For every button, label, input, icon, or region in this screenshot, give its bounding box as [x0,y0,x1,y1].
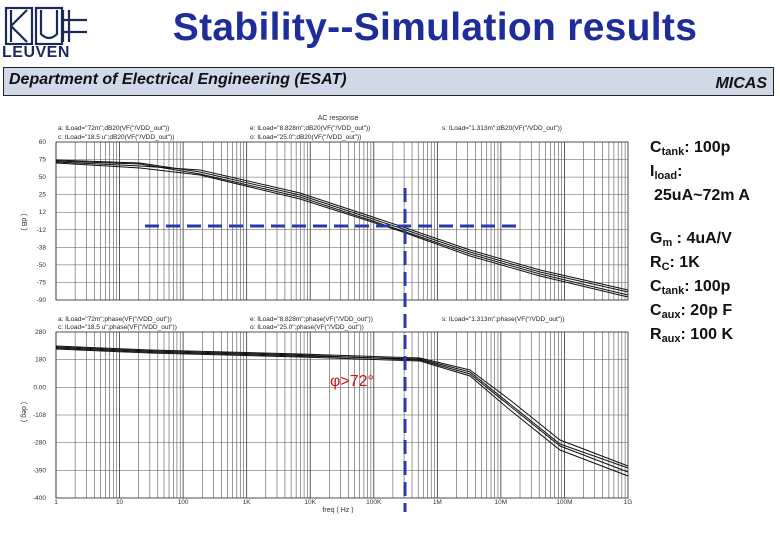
plot-curves [55,159,629,477]
ku-leuven-logo [4,6,87,46]
gm-line: Gm : 4uA/V [650,230,732,249]
bottom-y-axis-label: ( deg ) [20,402,27,422]
rc-line: RC: 1K [650,254,700,273]
top-y-tick-label: 75 [39,157,47,164]
c-tank-line: Ctank: 100p [650,139,731,158]
top-y-tick-label: -75 [37,279,47,286]
c-tank-2-line: Ctank: 100p [650,278,731,297]
parameter-panel: Ctank: 100p Iload: 25uA~72m A Gm : 4uA/V… [650,138,780,373]
x-tick-label: 10 [116,499,124,506]
bottom-y-tick-label: -108 [33,412,46,419]
component-params: Gm : 4uA/V RC: 1K Ctank: 100p Caux: 20p … [650,229,780,349]
x-tick-label: 1K [243,499,252,506]
top-y-tick-label: 12 [39,209,47,216]
bottom-legend-s: s: ILoad="1.313m";phase(VF("/VDD_out")) [442,316,565,323]
bottom-legend-c: c: ILoad="18.5 u";phase(VF("/VDD_out")) [58,324,177,331]
top-y-tick-label: 50 [39,174,47,181]
department-label: Department of Electrical Engineering (ES… [9,71,347,88]
bottom-y-ticks: 280 180 0.00 -108 -280 -390 -400 [33,329,46,502]
r-aux-line: Raux: 100 K [650,326,733,345]
bottom-y-tick-label: -390 [33,467,46,474]
x-ticks: 1 10 100 1K 10K 100K 1M 10M 100M 1G [54,499,632,506]
plot-grids [55,141,629,499]
slide-title: Stability--Simulation results [172,6,698,49]
x-tick-label: 1 [54,499,58,506]
group-label: MICAS [715,75,767,92]
bottom-y-tick-label: 280 [35,329,46,336]
phase-curve [55,346,629,473]
magnitude-curve [55,161,629,291]
phase-margin-annotation: φ>72° [330,373,374,390]
x-tick-label: 10M [495,499,508,506]
logo-text: LEUVEN [2,44,70,61]
top-legend-a: a: ILoad="72m";dB20(VF("/VDD_out")) [58,125,169,132]
bottom-y-tick-label: 180 [35,357,46,364]
bottom-legend-e: e: ILoad="8.828m";phase(VF("/VDD_out")) [250,316,373,323]
top-legend-c: c: ILoad="18.5 u";dB20(VF("/VDD_out")) [58,134,174,141]
top-y-tick-label: 25 [39,192,47,199]
top-legend: a: ILoad="72m";dB20(VF("/VDD_out")) c: I… [58,125,562,141]
x-tick-label: 100K [366,499,382,506]
bottom-y-tick-label: 0.00 [33,384,46,391]
x-tick-label: 100M [556,499,572,506]
top-y-tick-label: -90 [37,297,47,304]
bottom-legend-a: a: ILoad="72m";phase(VF("/VDD_out")) [58,316,172,323]
magnitude-curve [55,162,629,298]
magnitude-curve [55,159,629,293]
phase-curve [55,348,629,477]
x-tick-label: 1G [624,499,633,506]
x-tick-label: 10K [304,499,316,506]
phase-curve [55,347,629,469]
top-legend-s: s: ILoad="1.313m";dB20(VF("/VDD_out")) [442,125,562,132]
top-y-ticks: 60 75 50 25 12 -12 -38 -50 -75 -90 [37,139,47,304]
top-y-axis-label: ( dB ) [20,213,27,230]
bottom-legend: a: ILoad="72m";phase(VF("/VDD_out")) c: … [58,316,565,331]
c-aux-line: Caux: 20p F [650,302,733,321]
bottom-y-tick-label: -400 [33,495,46,502]
department-bar: Department of Electrical Engineering (ES… [3,67,774,96]
x-tick-label: 1M [433,499,442,506]
top-y-tick-label: 60 [39,139,47,146]
chart-main-title: AC response [318,115,359,122]
top-legend-o: o: ILoad="25.0";dB20(VF("/VDD_out")) [250,134,361,141]
ac-response-plot: AC response a: ILoad="72m";dB20(VF("/VDD… [20,115,632,514]
bottom-legend-o: o: ILoad="25.0";phase(VF("/VDD_out")) [250,324,364,331]
plot-markers [145,188,520,512]
x-tick-label: 100 [178,499,189,506]
top-legend-e: e: ILoad="8.828m";dB20(VF("/VDD_out")) [250,125,370,132]
bottom-y-tick-label: -280 [33,440,46,447]
top-y-tick-label: -50 [37,262,47,269]
load-params: Ctank: 100p Iload: 25uA~72m A [650,138,780,205]
x-axis-label: freq ( Hz ) [322,507,353,514]
phase-curve [55,345,629,467]
top-y-tick-label: -38 [37,244,47,251]
i-load-range: 25uA~72m A [654,187,750,204]
i-load-line: Iload: [650,163,683,182]
magnitude-curve [55,160,629,296]
top-y-tick-label: -12 [37,227,47,234]
